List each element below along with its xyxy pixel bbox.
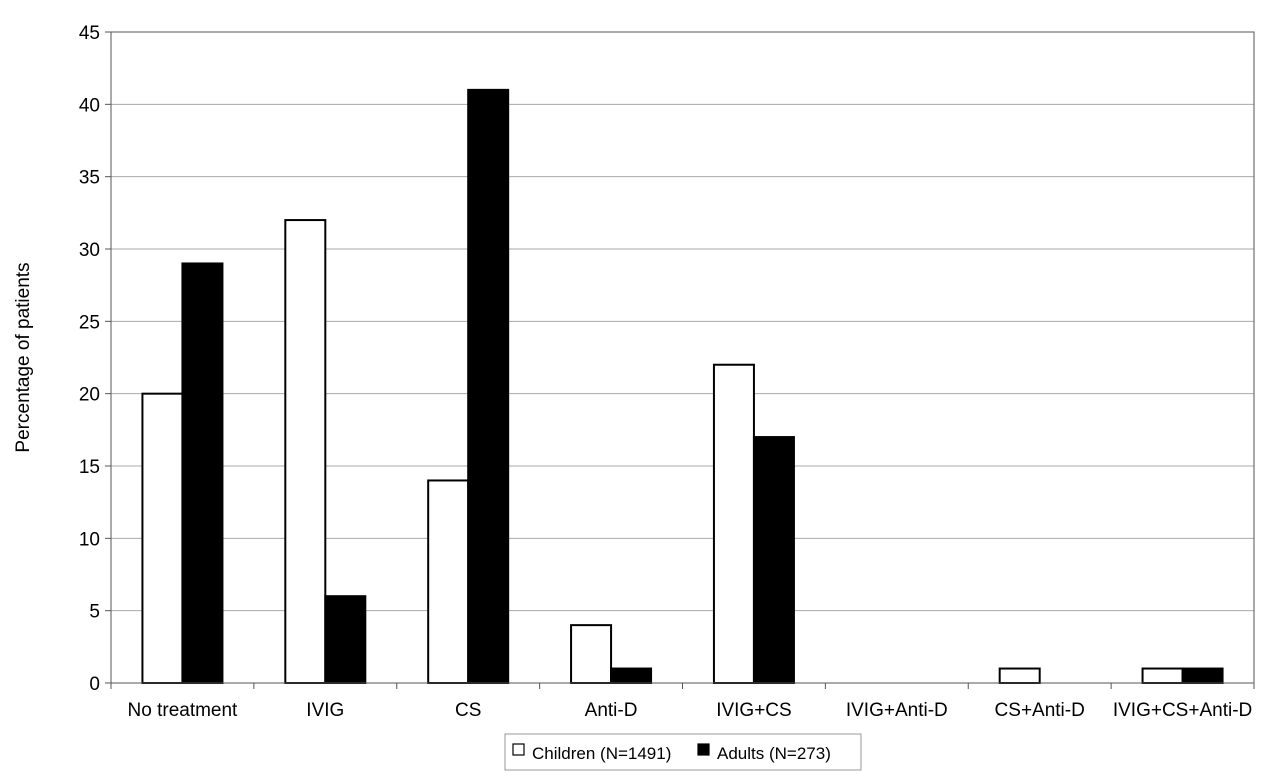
y-axis-title: Percentage of patients xyxy=(13,262,34,452)
legend-swatch-children xyxy=(512,743,525,756)
y-tick-label: 25 xyxy=(79,312,100,333)
bar-children-anti-d xyxy=(570,624,613,685)
y-axis-ticks: 0 5 10 15 20 25 30 35 40 45 xyxy=(79,23,111,695)
bar-adults-anti-d xyxy=(610,667,653,684)
bar-adults-cs xyxy=(467,88,510,685)
legend-box xyxy=(504,733,862,771)
bar-children-cs-anti-d xyxy=(998,667,1041,684)
x-tick-label: No treatment xyxy=(128,700,239,721)
x-tick-label: IVIG+CS xyxy=(716,700,792,721)
x-tick-label: CS+Anti-D xyxy=(995,700,1085,721)
x-axis-ticks: No treatment IVIG CS Anti-D IVIG+CS IVIG+Anti… xyxy=(110,683,1255,721)
legend-swatch-adults xyxy=(697,743,710,756)
bar-children-ivig-cs-anti-d xyxy=(1141,667,1184,684)
bar-children-no-treatment xyxy=(141,392,184,684)
x-tick-label: CS xyxy=(455,700,481,721)
x-tick-label: Anti-D xyxy=(585,700,638,721)
bar-children-cs xyxy=(427,479,470,685)
x-tick-label: IVIG+CS+Anti-D xyxy=(1113,700,1252,721)
x-tick-label: IVIG xyxy=(306,700,344,721)
gridlines xyxy=(111,103,1254,612)
y-tick-label: 5 xyxy=(89,602,100,623)
bar-children-ivig-cs xyxy=(712,363,755,684)
y-tick-label: 20 xyxy=(79,385,100,406)
x-tick-label: IVIG+Anti-D xyxy=(846,700,948,721)
bar-children-ivig xyxy=(284,219,327,684)
y-tick-label: 10 xyxy=(79,529,100,550)
legend: Children (N=1491) Adults (N=273) xyxy=(504,733,862,771)
bar-adults-no-treatment xyxy=(181,262,224,684)
y-tick-label: 30 xyxy=(79,240,100,261)
legend-label-children: Children (N=1491) xyxy=(532,744,671,763)
legend-label-adults: Adults (N=273) xyxy=(717,744,831,763)
bar-adults-ivig-cs xyxy=(752,436,795,685)
bar-adults-ivig xyxy=(324,595,367,685)
y-tick-label: 35 xyxy=(79,168,100,189)
bars xyxy=(141,88,1224,685)
y-tick-label: 15 xyxy=(79,457,100,478)
bar-adults-ivig-cs-anti-d xyxy=(1181,667,1224,684)
y-tick-label: 0 xyxy=(89,674,100,695)
y-tick-label: 40 xyxy=(79,95,100,116)
y-tick-label: 45 xyxy=(79,23,100,44)
plot-frame xyxy=(110,31,1255,684)
